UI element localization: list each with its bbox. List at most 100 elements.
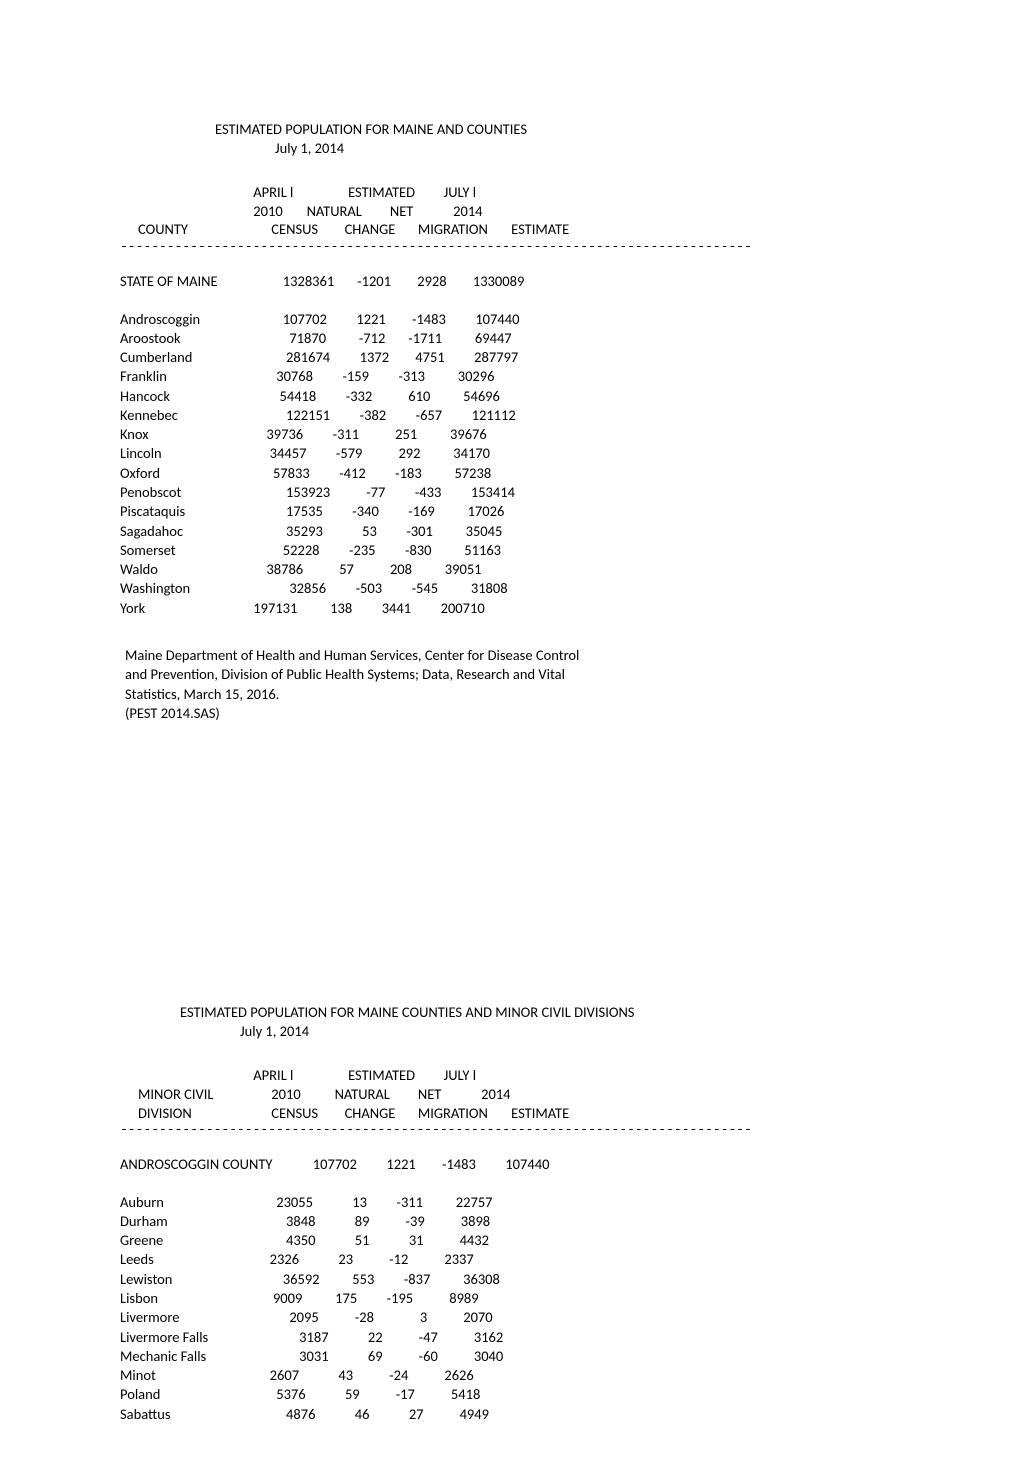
table-row: Oxford 57833 -412 -183 57238 xyxy=(120,464,900,483)
table-row: Washington 32856 -503 -545 31808 xyxy=(120,579,900,598)
table-row: Knox 39736 -311 251 39676 xyxy=(120,425,900,444)
table-row: Cumberland 281674 1372 4751 287797 xyxy=(120,348,900,367)
title-1: ESTIMATED POPULATION FOR MAINE AND COUNT… xyxy=(215,120,900,139)
row-cols: 71870 -712 -1711 69447 xyxy=(250,329,512,348)
section-2: ESTIMATED POPULATION FOR MAINE COUNTIES … xyxy=(120,1003,900,1424)
table-row: Penobscot 153923 -77 -433 153414 xyxy=(120,483,900,502)
row-cols: 34457 -579 292 34170 xyxy=(250,444,490,463)
county-rows: Androscoggin 107702 1221 -1483 107440Aro… xyxy=(120,310,900,619)
hdr-2014: 2014 xyxy=(453,202,513,221)
table-row: Kennebec 122151 -382 -657 121112 xyxy=(120,406,900,425)
table-row: Mechanic Falls 3031 69 -60 3040 xyxy=(120,1347,900,1366)
divider-1: ----------------------------------------… xyxy=(120,239,900,254)
row-label: Kennebec xyxy=(120,406,250,425)
table-row: Livermore Falls 3187 22 -47 3162 xyxy=(120,1328,900,1347)
row-label: Livermore Falls xyxy=(120,1328,250,1347)
row-label: Washington xyxy=(120,579,250,598)
row-label: Franklin xyxy=(120,367,250,386)
hdr-estimated: ESTIMATED xyxy=(337,183,427,202)
row-label: Lincoln xyxy=(120,444,250,463)
hdr-row-1: APRIL l ESTIMATED JULY l xyxy=(120,183,900,202)
title-block-2: ESTIMATED POPULATION FOR MAINE COUNTIES … xyxy=(180,1003,900,1041)
state-row: STATE OF MAINE 1328361 -1201 2928 133008… xyxy=(120,272,900,291)
state-label: STATE OF MAINE xyxy=(120,272,250,291)
row-label: Oxford xyxy=(120,464,250,483)
row-cols: 4350 51 31 4432 xyxy=(250,1231,489,1250)
divider-2: ----------------------------------------… xyxy=(120,1122,900,1137)
mcd-rows: Auburn 23055 13 -311 22757Durham 3848 89… xyxy=(120,1193,900,1424)
row-cols: 54418 -332 610 54696 xyxy=(250,387,500,406)
hdr2-division: DIVISION xyxy=(138,1104,228,1123)
hdr-migration: MIGRATION xyxy=(418,220,508,239)
table-row: Livermore 2095 -28 3 2070 xyxy=(120,1308,900,1327)
hdr-census: CENSUS xyxy=(271,220,341,239)
hdr-row-2: 2010 NATURAL NET 2014 xyxy=(120,202,900,221)
hdr-county: COUNTY xyxy=(138,220,208,239)
table-row: Aroostook 71870 -712 -1711 69447 xyxy=(120,329,900,348)
hdr-july: JULY l xyxy=(430,183,490,202)
table-row: Lisbon 9009 175 -195 8989 xyxy=(120,1289,900,1308)
table-row: Sagadahoc 35293 53 -301 35045 xyxy=(120,522,900,541)
hdr2-row-1: APRIL l ESTIMATED JULY l xyxy=(120,1066,900,1085)
hdr-row-3: COUNTY CENSUS CHANGE MIGRATION ESTIMATE xyxy=(120,220,900,239)
hdr2-estimated: ESTIMATED xyxy=(337,1066,427,1085)
county-header-row: ANDROSCOGGIN COUNTY 107702 1221 -1483 10… xyxy=(120,1155,900,1174)
table-row: Durham 3848 89 -39 3898 xyxy=(120,1212,900,1231)
row-cols: 9009 175 -195 8989 xyxy=(250,1289,479,1308)
row-cols: 32856 -503 -545 31808 xyxy=(250,579,508,598)
hdr2-minor: MINOR CIVIL xyxy=(138,1085,248,1104)
row-cols: 3031 69 -60 3040 xyxy=(250,1347,503,1366)
table-row: Lewiston 36592 553 -837 36308 xyxy=(120,1270,900,1289)
hdr2-net: NET xyxy=(418,1085,478,1104)
row-label: Mechanic Falls xyxy=(120,1347,250,1366)
date-1: July 1, 2014 xyxy=(275,139,900,158)
hdr2-natural: NATURAL xyxy=(335,1085,415,1104)
note-l2: and Prevention, Division of Public Healt… xyxy=(125,665,685,684)
row-label: Aroostook xyxy=(120,329,250,348)
hdr2-estimate: ESTIMATE xyxy=(511,1104,581,1123)
hdr2-change: CHANGE xyxy=(345,1104,415,1123)
table-row: Poland 5376 59 -17 5418 xyxy=(120,1385,900,1404)
hdr-april: APRIL l xyxy=(253,183,333,202)
row-label: Sabattus xyxy=(120,1405,250,1424)
header-block-1: APRIL l ESTIMATED JULY l 2010 NATURAL NE… xyxy=(120,183,900,240)
row-cols: 52228 -235 -830 51163 xyxy=(250,541,501,560)
row-label: Piscataquis xyxy=(120,502,250,521)
hdr-2010: 2010 xyxy=(253,202,303,221)
row-label: Hancock xyxy=(120,387,250,406)
row-cols: 3187 22 -47 3162 xyxy=(250,1328,503,1347)
row-cols: 281674 1372 4751 287797 xyxy=(250,348,518,367)
section-1: ESTIMATED POPULATION FOR MAINE AND COUNT… xyxy=(120,120,900,723)
table-row: Auburn 23055 13 -311 22757 xyxy=(120,1193,900,1212)
date-2: July 1, 2014 xyxy=(240,1022,900,1041)
row-label: Waldo xyxy=(120,560,250,579)
row-cols: 30768 -159 -313 30296 xyxy=(250,367,494,386)
row-label: Auburn xyxy=(120,1193,250,1212)
hdr-natural: NATURAL xyxy=(307,202,387,221)
row-label: Penobscot xyxy=(120,483,250,502)
row-cols: 23055 13 -311 22757 xyxy=(250,1193,493,1212)
table-row: Greene 4350 51 31 4432 xyxy=(120,1231,900,1250)
table-row: Minot 2607 43 -24 2626 xyxy=(120,1366,900,1385)
county-header-label: ANDROSCOGGIN COUNTY xyxy=(120,1155,280,1174)
hdr2-april: APRIL l xyxy=(253,1066,333,1085)
table-row: Lincoln 34457 -579 292 34170 xyxy=(120,444,900,463)
hdr2-2010: 2010 xyxy=(271,1085,331,1104)
row-cols: 38786 57 208 39051 xyxy=(250,560,482,579)
title-2: ESTIMATED POPULATION FOR MAINE COUNTIES … xyxy=(180,1003,900,1022)
row-label: Cumberland xyxy=(120,348,250,367)
row-cols: 39736 -311 251 39676 xyxy=(250,425,487,444)
row-cols: 35293 53 -301 35045 xyxy=(250,522,502,541)
row-cols: 5376 59 -17 5418 xyxy=(250,1385,480,1404)
hdr-net: NET xyxy=(390,202,450,221)
table-row: Leeds 2326 23 -12 2337 xyxy=(120,1250,900,1269)
row-cols: 2326 23 -12 2337 xyxy=(250,1250,474,1269)
row-label: Durham xyxy=(120,1212,250,1231)
row-label: Androscoggin xyxy=(120,310,250,329)
table-row: Franklin 30768 -159 -313 30296 xyxy=(120,367,900,386)
note-l1: Maine Department of Health and Human Ser… xyxy=(125,646,685,665)
table-row: Androscoggin 107702 1221 -1483 107440 xyxy=(120,310,900,329)
table-row: Somerset 52228 -235 -830 51163 xyxy=(120,541,900,560)
row-cols: 4876 46 27 4949 xyxy=(250,1405,489,1424)
hdr2-migration: MIGRATION xyxy=(418,1104,508,1123)
